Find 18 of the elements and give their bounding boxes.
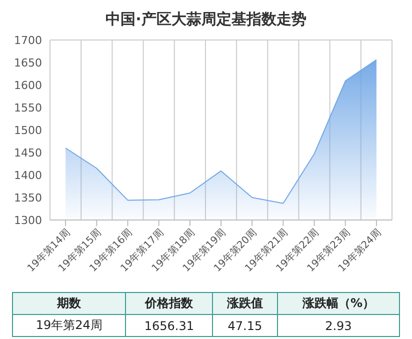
y-tick-label: 1600 <box>14 78 42 92</box>
text: 价格指数 <box>126 292 212 314</box>
text: 期数 <box>12 292 126 314</box>
y-tick-label: 1450 <box>14 146 42 160</box>
text: 涨跌值 <box>212 292 278 314</box>
y-tick-label: 1350 <box>14 191 42 204</box>
text: 2.93 <box>277 314 400 336</box>
y-tick-label: 1550 <box>14 101 42 114</box>
y-tick-label: 1400 <box>14 168 42 182</box>
y-tick-label: 1700 <box>14 34 42 47</box>
text: 47.15 <box>212 314 278 336</box>
y-tick-label: 1500 <box>14 124 42 137</box>
text: 19年第24周 <box>12 314 126 336</box>
text: 1656.31 <box>126 314 212 336</box>
text: 涨跌幅（%） <box>277 292 400 314</box>
y-tick-label: 1300 <box>14 214 42 227</box>
chart-title: 中国·产区大蒜周定基指数走势 <box>104 9 308 30</box>
y-tick-label: 1650 <box>14 56 42 70</box>
